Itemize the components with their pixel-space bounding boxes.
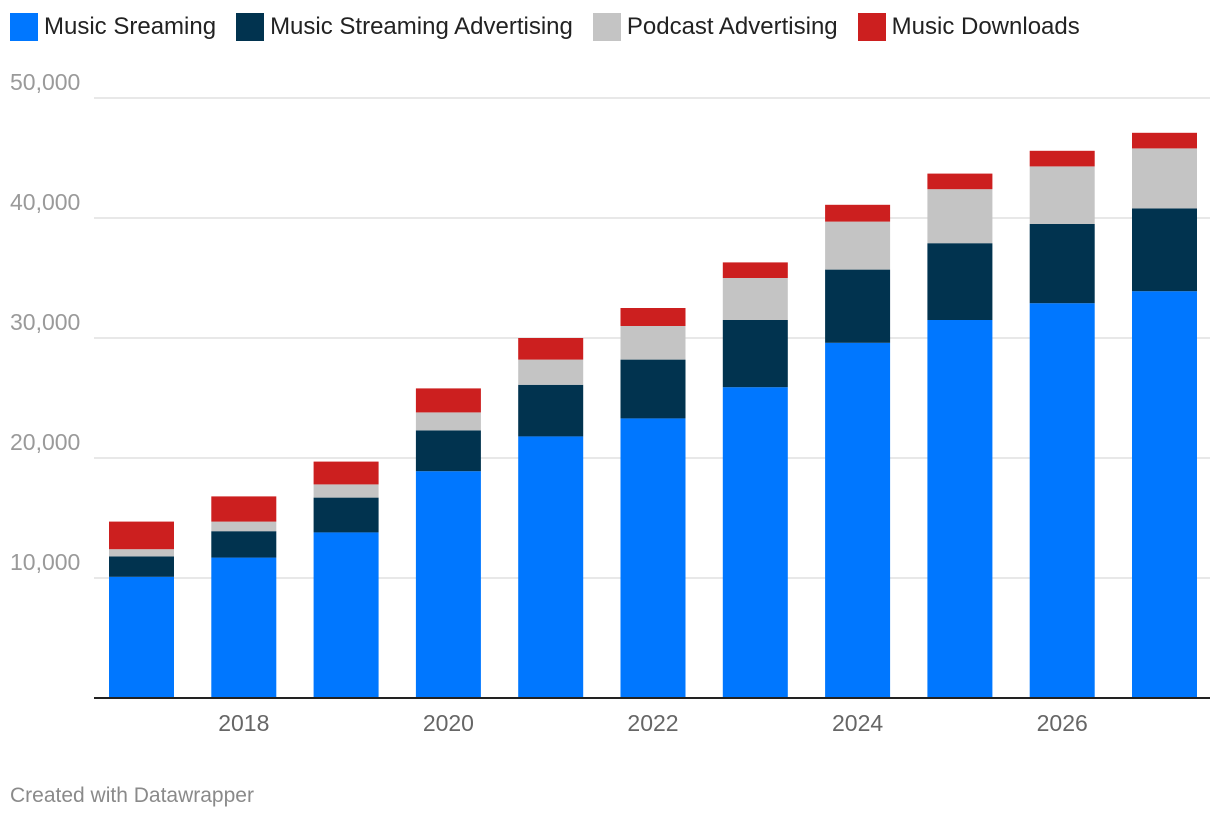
bar-segment: [927, 189, 993, 244]
bar-segment: [825, 221, 891, 270]
bar-segment: [722, 320, 788, 388]
bar-segment: [518, 384, 584, 437]
chart-legend: Music Sreaming Music Streaming Advertisin…: [10, 10, 1100, 44]
bar-segment: [211, 557, 277, 698]
x-tick-label: 2024: [832, 710, 883, 736]
bar-segment: [313, 497, 379, 533]
bar-segment: [211, 521, 277, 532]
bar-segment: [1132, 148, 1197, 209]
legend-label: Music Sreaming: [44, 13, 217, 40]
bar-segment: [518, 359, 584, 385]
legend-swatch: [592, 13, 621, 41]
bar-segment: [109, 521, 174, 550]
y-tick-label: 10,000: [10, 549, 80, 575]
legend-label: Music Streaming Advertising: [270, 13, 573, 40]
bar-segment: [1029, 150, 1095, 167]
x-tick-label: 2018: [218, 710, 269, 736]
legend-label: Podcast Advertising: [626, 13, 838, 40]
bar-segment: [722, 262, 788, 278]
bar-segment: [415, 471, 481, 698]
bar-segment: [927, 173, 993, 190]
y-tick-label: 40,000: [10, 189, 80, 215]
bar-segment: [211, 496, 277, 522]
bar-segment: [1029, 303, 1095, 698]
bar-segment: [620, 326, 686, 360]
y-tick-label: 20,000: [10, 429, 80, 455]
bar-segment: [415, 388, 481, 413]
bar-segment: [1132, 291, 1197, 698]
bar-segment: [313, 484, 379, 498]
bar-segment: [825, 269, 891, 343]
legend-item: Music Downloads: [857, 13, 1080, 41]
bar-segment: [518, 338, 584, 360]
legend-item: Music Streaming Advertising: [236, 13, 573, 41]
x-tick-label: 2020: [423, 710, 474, 736]
bar-segment: [518, 436, 584, 698]
y-tick-label: 50,000: [10, 69, 80, 95]
legend-item: Podcast Advertising: [592, 13, 838, 41]
bar-segment: [1132, 132, 1197, 149]
footer-credit: Created with Datawrapper: [10, 784, 254, 807]
bar-segment: [620, 359, 686, 419]
bar-segment: [1132, 208, 1197, 292]
bar-segment: [109, 576, 174, 698]
bar-segment: [415, 412, 481, 431]
bar-segment: [825, 342, 891, 698]
bar-segment: [722, 278, 788, 320]
legend-swatch: [10, 13, 38, 41]
legend-label: Music Downloads: [891, 13, 1080, 40]
bar-segment: [722, 387, 788, 698]
bar-segment: [109, 556, 174, 577]
bar-segment: [620, 308, 686, 326]
bar-segment: [927, 320, 993, 698]
bar-segment: [211, 531, 277, 558]
bar-segment: [1029, 166, 1095, 224]
legend-swatch: [236, 13, 265, 41]
bar-segment: [313, 461, 379, 485]
legend-swatch: [857, 13, 886, 41]
x-tick-label: 2026: [1037, 710, 1088, 736]
legend-item: Music Sreaming: [10, 13, 216, 41]
bar-segment: [825, 204, 891, 222]
x-tick-label: 2022: [627, 710, 678, 736]
y-tick-label: 30,000: [10, 309, 80, 335]
bar-segment: [927, 243, 993, 320]
bar-segment: [109, 549, 174, 557]
bar-segment: [415, 430, 481, 472]
bar-segment: [1029, 224, 1095, 304]
bar-segment: [620, 418, 686, 698]
bar-segment: [313, 532, 379, 698]
